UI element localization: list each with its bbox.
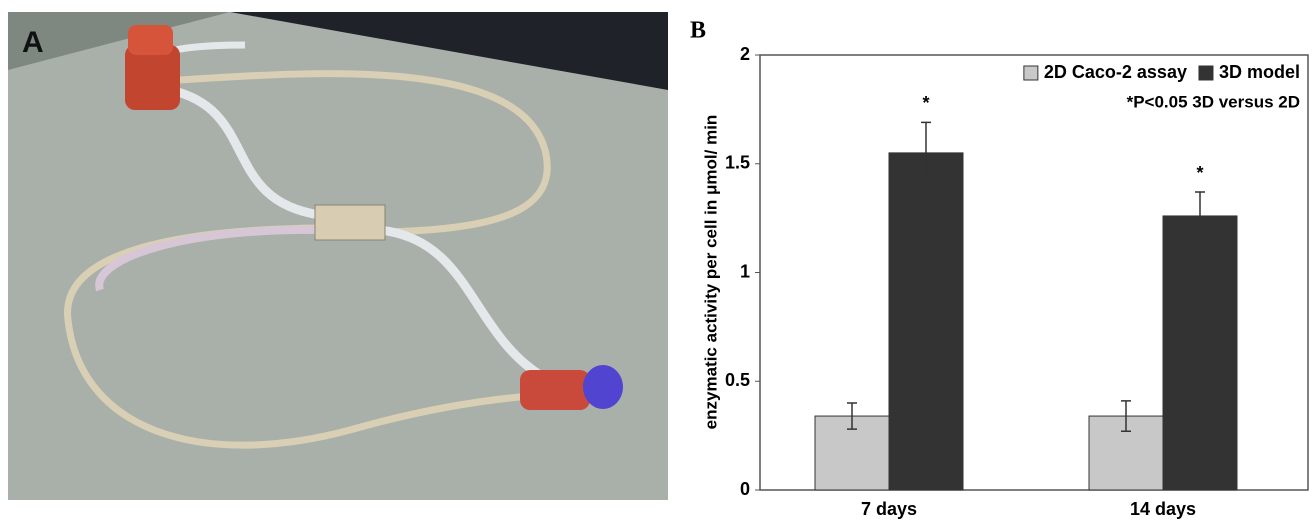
error-bar <box>847 402 857 430</box>
y-tick-label: 1.5 <box>725 153 750 173</box>
tube <box>179 70 551 236</box>
error-bar <box>1195 191 1205 241</box>
tube <box>169 85 321 220</box>
bottle-cap <box>583 365 623 409</box>
panel-label: A <box>22 26 44 59</box>
y-tick-label: 0 <box>740 479 750 499</box>
bottle <box>520 370 590 410</box>
tube <box>95 225 321 292</box>
y-axis-label: enzymatic activity per cell in μmol/ min <box>701 115 720 430</box>
significance-mark: * <box>1196 163 1203 183</box>
bottle-cap <box>128 25 173 55</box>
bar <box>888 152 964 491</box>
bar <box>1162 215 1238 491</box>
table-surface <box>8 12 668 500</box>
x-tick-label: 7 days <box>861 499 917 519</box>
dark-floor <box>230 12 668 90</box>
error-bar <box>1121 400 1131 433</box>
legend-swatch <box>1023 65 1039 81</box>
photo: A <box>8 12 668 500</box>
legend-swatch <box>1198 65 1214 81</box>
legend-label: 3D model <box>1219 62 1300 82</box>
significance-mark: * <box>922 93 929 113</box>
tube <box>379 225 543 379</box>
y-tick-label: 0.5 <box>725 370 750 390</box>
x-tick-label: 14 days <box>1130 499 1196 519</box>
y-tick-label: 1 <box>740 261 750 281</box>
chamber <box>314 204 386 241</box>
note: *P<0.05 3D versus 2D <box>1127 92 1300 111</box>
y-tick-label: 2 <box>740 44 750 64</box>
panel-label: B <box>690 18 706 44</box>
bottle <box>125 45 180 110</box>
legend-label: 2D Caco-2 assay <box>1044 62 1187 82</box>
tube <box>64 224 541 449</box>
error-bar <box>921 121 931 185</box>
